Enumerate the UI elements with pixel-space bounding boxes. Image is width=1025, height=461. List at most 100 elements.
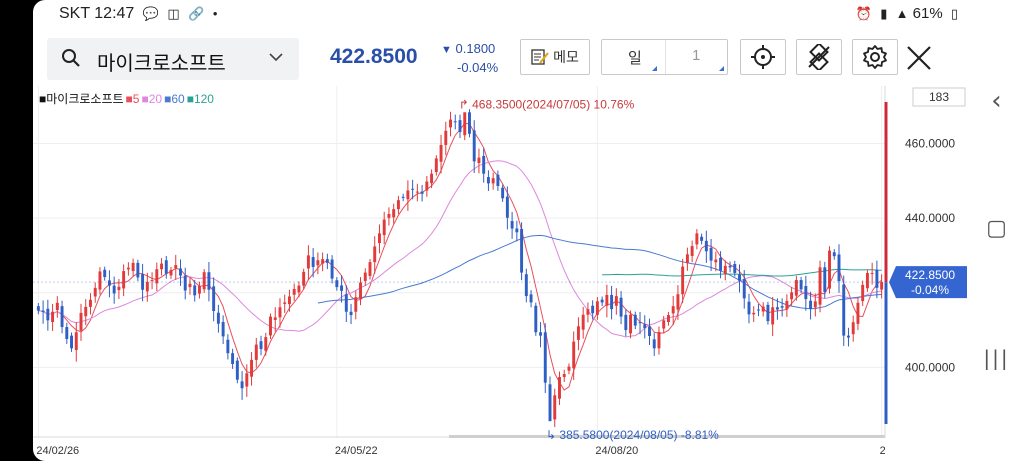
close-icon[interactable] bbox=[905, 44, 933, 72]
horizontal-scrollbar[interactable] bbox=[449, 435, 885, 438]
candle-body bbox=[359, 282, 362, 299]
legend-text: ■마이크로소프트 ■5 ■20 ■60 ■120 bbox=[39, 92, 214, 106]
candle-body bbox=[496, 174, 500, 186]
change-amount: 0.1800 bbox=[455, 41, 496, 56]
candle-body bbox=[126, 267, 130, 270]
candle-body bbox=[501, 187, 505, 199]
candle-body bbox=[349, 311, 353, 316]
back-icon[interactable]: ‹ bbox=[991, 86, 1002, 116]
candle-body bbox=[98, 271, 102, 290]
candle-body bbox=[36, 306, 40, 311]
candle-body bbox=[287, 296, 291, 305]
candle-body bbox=[695, 233, 699, 245]
y-tick-label: 440.0000 bbox=[905, 211, 955, 225]
candle-body bbox=[558, 377, 561, 399]
crosshair-button[interactable] bbox=[740, 39, 786, 75]
candle-body bbox=[79, 312, 83, 331]
candle-body bbox=[704, 240, 708, 252]
candle-body bbox=[169, 269, 173, 276]
candle-body bbox=[434, 158, 438, 173]
candle-body bbox=[648, 326, 651, 336]
candle-body bbox=[643, 324, 647, 329]
candle-body bbox=[742, 279, 746, 299]
signal-strength-icon: ▲ bbox=[895, 6, 909, 21]
candle-body bbox=[406, 190, 410, 200]
candle-body bbox=[515, 228, 519, 233]
candle-body bbox=[401, 196, 405, 198]
candle-body bbox=[250, 359, 254, 377]
candle-body bbox=[368, 262, 372, 276]
recent-apps-icon[interactable]: ||| bbox=[983, 346, 1010, 370]
bar-count-box[interactable] bbox=[912, 87, 966, 107]
candle-body bbox=[486, 177, 490, 184]
candle-body bbox=[216, 312, 220, 324]
candle-body bbox=[567, 366, 571, 371]
candle-body bbox=[278, 307, 282, 318]
gear-icon bbox=[863, 45, 887, 69]
candle-body bbox=[55, 302, 59, 311]
candle-body bbox=[411, 188, 415, 190]
candle-body bbox=[842, 284, 846, 336]
home-icon[interactable]: ▢ bbox=[986, 216, 1007, 241]
candle-body bbox=[662, 320, 666, 329]
price-chart[interactable]: 24/02/2624/05/2224/08/2024/11/13460.0000… bbox=[33, 86, 968, 461]
period-count-corner-icon bbox=[719, 66, 724, 71]
candle-body bbox=[880, 282, 884, 290]
candle-body bbox=[330, 259, 334, 279]
candle-body bbox=[373, 246, 377, 263]
candle-body bbox=[847, 335, 850, 338]
candle-body bbox=[354, 297, 358, 312]
candle-body bbox=[553, 395, 557, 420]
candle-body bbox=[591, 305, 595, 314]
candle-body bbox=[719, 257, 723, 271]
settings-button[interactable] bbox=[852, 39, 898, 75]
candle-body bbox=[837, 254, 841, 282]
candle-body bbox=[212, 286, 216, 311]
android-nav-bar: ‹ ▢ ||| bbox=[968, 0, 1025, 461]
x-tick-label: 24/02/26 bbox=[36, 445, 79, 457]
candle-body bbox=[482, 155, 486, 174]
candle-body bbox=[619, 297, 623, 317]
candle-body bbox=[780, 306, 784, 308]
candle-body bbox=[652, 339, 656, 349]
candle-body bbox=[420, 191, 424, 194]
carrier-label: SKT bbox=[59, 5, 90, 22]
period-selector[interactable]: 일 1 bbox=[601, 39, 728, 75]
candle-body bbox=[752, 312, 756, 315]
candle-body bbox=[316, 260, 320, 266]
candle-body bbox=[870, 272, 874, 274]
candle-body bbox=[273, 317, 277, 320]
candle-body bbox=[164, 260, 168, 274]
drawing-tools-button[interactable] bbox=[796, 39, 842, 75]
stock-search-dropdown[interactable]: 마이크로소프트 bbox=[47, 38, 299, 80]
candle-body bbox=[283, 302, 287, 304]
legend-swatch: ■ bbox=[187, 92, 194, 106]
drawing-tools-icon bbox=[808, 44, 830, 70]
candle-body bbox=[231, 353, 235, 364]
candle-body bbox=[340, 285, 344, 291]
memo-button[interactable]: 메모 bbox=[520, 39, 590, 75]
candle-body bbox=[809, 300, 813, 310]
chart-overlay: ↱ 468.3500(2024/07/05) 10.76% ↳ 385.5800(… bbox=[33, 97, 967, 442]
candle-body bbox=[188, 283, 192, 288]
candle-body bbox=[828, 250, 831, 289]
legend-swatch: ■ bbox=[141, 92, 148, 106]
candle-body bbox=[633, 314, 637, 326]
candle-body bbox=[813, 301, 817, 308]
price-change: ▼ 0.1800 -0.04% bbox=[441, 40, 498, 77]
candle-body bbox=[638, 322, 642, 324]
candle-body bbox=[586, 309, 590, 315]
candle-body bbox=[292, 288, 296, 295]
low-annotation: ↳ 385.5800(2024/08/05) -8.81% bbox=[546, 428, 719, 442]
candle-body bbox=[794, 280, 798, 296]
period-unit-label: 일 bbox=[628, 49, 642, 67]
candle-body bbox=[562, 374, 566, 378]
search-icon bbox=[62, 49, 80, 67]
candle-body bbox=[197, 286, 201, 294]
candle-body bbox=[449, 119, 452, 128]
candle-body bbox=[183, 275, 187, 291]
signal-5g-icon: ▮ bbox=[880, 6, 888, 21]
alarm-icon: ⏰ bbox=[855, 6, 873, 21]
plot-area bbox=[33, 86, 885, 438]
candle-body bbox=[439, 144, 443, 162]
